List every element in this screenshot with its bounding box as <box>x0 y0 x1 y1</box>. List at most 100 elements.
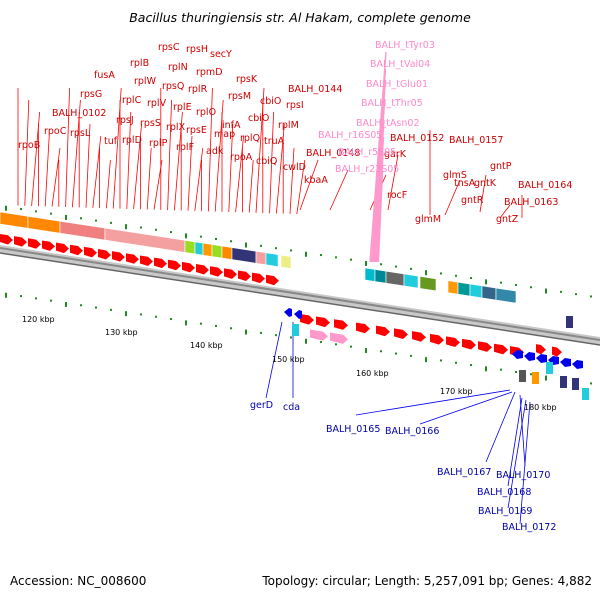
green-tick <box>410 267 412 270</box>
green-tick <box>545 288 547 294</box>
reverse-gene-arrow <box>294 310 302 319</box>
rna-leader-line <box>369 51 387 263</box>
gene-label: rplE <box>173 102 192 113</box>
green-tick <box>440 359 442 362</box>
green-tick <box>500 281 502 284</box>
cog-block <box>211 244 223 259</box>
green-tick <box>170 231 172 234</box>
reverse-leader-line <box>485 391 516 463</box>
rna-gene-label: BALH_r5S05 <box>338 147 396 158</box>
cog-block <box>469 283 483 299</box>
reverse-gene-label: BALH_0168 <box>477 487 531 498</box>
cog-block <box>403 273 419 289</box>
green-tick <box>185 233 187 239</box>
green-tick <box>245 329 247 335</box>
forward-gene-labels: rpsC rpsH secY rplB rplN rpmD rplW rpsQ rplR rpsK… <box>18 42 572 225</box>
gene-label: glmS <box>443 170 467 181</box>
gene-label: rplC <box>122 95 142 106</box>
green-tick <box>245 242 247 248</box>
reverse-gene-block <box>532 372 539 384</box>
forward-gene-arrow <box>394 328 408 340</box>
gene-label: secY <box>210 49 232 60</box>
rna-gene-labels: BALH_tTyr03 BALH_tVal04 BALH_tGlu01 BALH_tT… <box>318 40 435 175</box>
forward-gene-arrow <box>14 236 27 247</box>
gene-label: tnsA <box>454 178 476 189</box>
green-tick <box>590 382 592 385</box>
forward-gene-arrow <box>430 333 444 345</box>
leader-line <box>269 111 274 214</box>
green-tick <box>590 295 592 298</box>
green-tick <box>305 251 307 257</box>
cog-block <box>447 280 459 295</box>
leader-line <box>387 154 399 211</box>
green-tick <box>290 249 292 252</box>
gene-label: BALH_0157 <box>449 135 503 146</box>
leader-line <box>106 159 111 209</box>
reverse-gene-labels: gerD cda BALH_0165 BALH_0166 BALH_0167 BALH_0… <box>250 400 556 533</box>
ruler-tick-label: 180 kbp <box>524 403 557 412</box>
ruler-tick-label: 120 kbp <box>22 315 55 324</box>
green-tick <box>260 244 262 247</box>
label-leader-lines <box>17 51 531 525</box>
forward-gene-arrow <box>334 319 348 330</box>
reverse-gene-block <box>546 362 553 374</box>
cog-block <box>255 250 267 266</box>
green-tick <box>170 318 172 321</box>
reverse-leader-line <box>507 397 523 487</box>
cog-block <box>280 254 292 269</box>
cog-block <box>27 215 61 234</box>
green-tick <box>380 263 382 266</box>
forward-gene-arrow <box>196 264 209 275</box>
cog-block <box>374 269 387 284</box>
green-tick <box>65 301 67 307</box>
green-tick <box>335 256 337 259</box>
gene-label: rplB <box>130 58 149 69</box>
rna-gene-label: BALH_tTyr03 <box>375 40 435 51</box>
cog-block <box>59 220 106 241</box>
reverse-leader-line <box>419 391 513 425</box>
green-tick <box>500 368 502 371</box>
gene-label: gntP <box>490 161 512 172</box>
reverse-leader-line <box>355 389 511 416</box>
forward-gene-arrow <box>376 325 390 337</box>
green-tick <box>215 324 217 327</box>
forward-gene-track <box>0 234 562 357</box>
gene-label: rpsQ <box>162 81 184 92</box>
green-tick <box>545 375 547 381</box>
leader-line <box>228 123 234 213</box>
reverse-gene-arrow <box>512 350 523 359</box>
gene-label: rpsG <box>80 89 102 100</box>
forward-gene-arrow <box>140 255 153 266</box>
forward-gene-arrow <box>494 343 508 355</box>
forward-gene-arrow <box>84 246 97 258</box>
reverse-gene-block <box>572 378 579 390</box>
reverse-gene-arrow <box>536 354 547 363</box>
green-tick <box>110 308 112 311</box>
gene-label: rplP <box>149 138 168 149</box>
gene-label: BALH_0148 <box>306 148 360 159</box>
forward-gene-arrow <box>28 238 41 249</box>
forward-gene-arrow <box>316 316 330 328</box>
gene-label: adk <box>206 146 224 157</box>
forward-gene-arrow <box>462 338 476 350</box>
green-tick <box>530 286 532 289</box>
reverse-gene-label: BALH_0167 <box>437 467 491 478</box>
green-tick <box>365 347 367 353</box>
green-tick <box>395 265 397 268</box>
green-tick <box>95 306 97 309</box>
map-title: Bacillus thuringiensis str. Al Hakam, co… <box>129 10 471 25</box>
reverse-gene-arrow <box>524 352 535 361</box>
gene-label: infA <box>222 120 241 131</box>
forward-gene-arrow <box>154 257 167 269</box>
green-tick <box>440 272 442 275</box>
green-tick <box>455 361 457 364</box>
green-tick <box>110 221 112 224</box>
gene-label: garK <box>384 149 407 160</box>
reverse-gene-arrow <box>572 360 583 369</box>
gene-label: rpsM <box>228 91 251 102</box>
forward-gene-arrow <box>310 329 328 341</box>
rna-gene-label: BALH_tAsn02 <box>356 118 420 129</box>
gene-label: rpsH <box>186 44 208 55</box>
reverse-gene-block <box>519 370 526 382</box>
